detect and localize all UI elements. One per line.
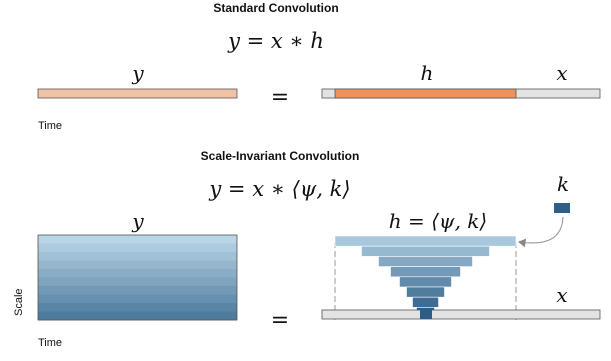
scaled-filter-level — [361, 245, 490, 257]
scale-invariant-output-grid — [38, 235, 237, 321]
scale-invariant-time-axis-label: Time — [38, 337, 62, 349]
scale-invariant-equation: y = x ∗ ⟨ψ, k⟩ — [208, 177, 350, 201]
scaled-filter-level — [390, 266, 461, 278]
standard-output-bar — [37, 88, 238, 99]
scaled-filter-pyramid — [334, 235, 517, 318]
standard-time-axis-label: Time — [38, 120, 62, 132]
output-scale-band — [38, 269, 237, 278]
output-scale-band — [38, 235, 237, 244]
kernel-k-box — [554, 203, 570, 213]
standard-convolution-title: Standard Convolution — [213, 1, 338, 15]
scaled-filter-level — [334, 235, 517, 247]
output-scale-band — [38, 277, 237, 287]
scaled-filter-level — [406, 286, 445, 298]
scale-invariant-output-frame — [37, 234, 238, 321]
kernel-arrow — [517, 216, 564, 248]
standard-filter-bar — [334, 88, 517, 99]
scale-invariant-x-label: x — [556, 283, 567, 307]
standard-x-label: x — [556, 61, 567, 85]
scale-axis-label: Scale — [13, 288, 25, 316]
standard-equation: y = x ∗ h — [227, 29, 324, 53]
kernel-k-label: k — [557, 172, 569, 196]
scaled-filter-level — [412, 296, 439, 308]
output-scale-band — [38, 260, 237, 270]
scale-invariant-equals-sign: = — [271, 308, 289, 333]
output-scale-band — [38, 311, 237, 321]
output-scale-band — [38, 294, 237, 304]
scale-invariant-h-label: h = ⟨ψ, k⟩ — [389, 209, 487, 233]
standard-y-label: y — [131, 61, 144, 85]
standard-equals-sign: = — [271, 85, 289, 110]
scale-invariant-title: Scale-Invariant Convolution — [201, 149, 360, 163]
scale-invariant-y-label: y — [131, 209, 144, 233]
output-scale-band — [38, 243, 237, 253]
scaled-filter-level — [378, 256, 473, 267]
output-scale-band — [38, 286, 237, 295]
scaled-filter-level — [399, 276, 452, 288]
output-scale-band — [38, 303, 237, 312]
input-bar-filter-overlap — [420, 310, 432, 319]
output-scale-band — [38, 252, 237, 261]
standard-h-label: h — [421, 61, 434, 85]
scale-invariant-input-bar — [321, 309, 601, 320]
